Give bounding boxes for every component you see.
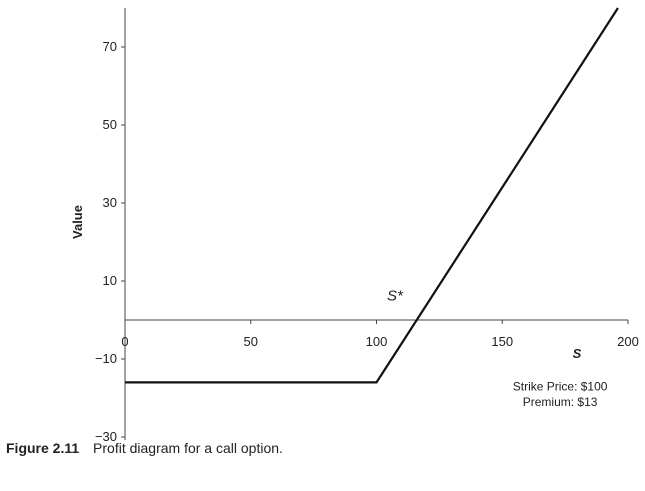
x-tick-label: 200 <box>617 334 639 349</box>
figure-label: Figure 2.11 <box>6 440 80 456</box>
x-tick-label: 50 <box>244 334 258 349</box>
y-axis-title: Value <box>70 205 85 239</box>
y-tick-label: 30 <box>103 195 117 210</box>
x-tick-label: 0 <box>121 334 128 349</box>
x-axis-title: S <box>573 346 582 361</box>
caption-text: Profit diagram for a call option. <box>93 440 283 456</box>
figure-caption: Figure 2.11 Profit diagram for a call op… <box>6 440 283 456</box>
x-tick-label: 100 <box>366 334 388 349</box>
strike-price-note: Strike Price: $100 <box>513 379 608 393</box>
y-tick-label: 50 <box>103 117 117 132</box>
y-tick-label: −10 <box>95 351 117 366</box>
y-tick-label: 10 <box>103 273 117 288</box>
breakeven-label: S* <box>387 288 404 305</box>
premium-note: Premium: $13 <box>523 395 598 409</box>
y-tick-label: −30 <box>95 429 117 444</box>
x-tick-label: 150 <box>491 334 513 349</box>
profit-line <box>125 7 619 384</box>
y-tick-label: 70 <box>103 39 117 54</box>
